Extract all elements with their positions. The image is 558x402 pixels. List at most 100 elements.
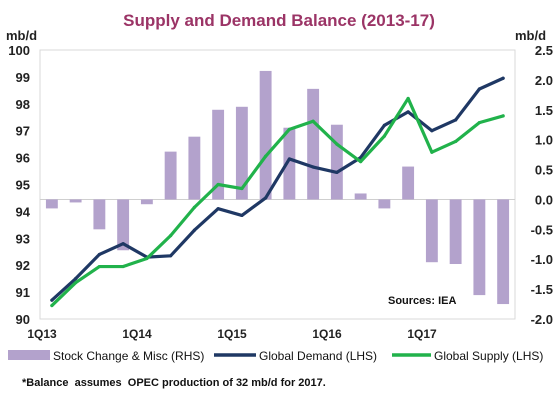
point-global-supply-lhs-3Q15 — [287, 127, 291, 131]
point-global-demand-lhs-2Q15 — [264, 196, 268, 200]
left-tick-97: 97 — [16, 124, 30, 139]
point-global-supply-lhs-2Q13 — [74, 281, 78, 285]
bar-3Q13 — [93, 199, 106, 230]
left-tick-94: 94 — [16, 204, 31, 219]
point-global-demand-lhs-4Q16 — [406, 110, 410, 114]
legend-label-global-supply: Global Supply (LHS) — [434, 349, 543, 363]
point-global-demand-lhs-3Q14 — [192, 228, 196, 232]
bar-2Q16 — [354, 193, 367, 200]
x-axis-ticks: 1Q13 1Q14 1Q15 1Q16 1Q17 — [27, 327, 437, 341]
right-tick--0.5: -0.5 — [531, 222, 553, 237]
line-series-group — [50, 76, 505, 308]
bar-3Q14 — [188, 136, 201, 200]
bar-1Q14 — [140, 199, 153, 205]
bar-2Q15 — [259, 70, 272, 200]
left-tick-98: 98 — [16, 97, 30, 112]
point-global-demand-lhs-2Q17 — [454, 118, 458, 122]
left-tick-93: 93 — [16, 231, 30, 246]
point-global-demand-lhs-1Q16 — [335, 170, 339, 174]
left-tick-99: 99 — [16, 70, 30, 85]
point-global-demand-lhs-3Q16 — [382, 123, 386, 127]
left-tick-100: 100 — [8, 43, 30, 58]
point-global-supply-lhs-4Q14 — [216, 182, 220, 187]
x-tick-1Q16: 1Q16 — [312, 327, 342, 341]
point-global-supply-lhs-1Q14 — [145, 256, 149, 261]
point-global-supply-lhs-1Q17 — [430, 150, 434, 154]
left-tick-95: 95 — [16, 178, 30, 193]
bar-2Q13 — [69, 199, 82, 203]
legend-label-stock-change: Stock Change & Misc (RHS) — [53, 349, 204, 363]
left-tick-90: 90 — [16, 312, 30, 327]
bar-1Q15 — [235, 106, 248, 200]
bar-1Q13 — [45, 199, 58, 209]
right-tick--1.5: -1.5 — [531, 282, 553, 297]
bar-2Q14 — [164, 151, 177, 200]
point-global-demand-lhs-4Q14 — [216, 207, 220, 211]
point-global-demand-lhs-4Q13 — [121, 242, 125, 246]
point-global-demand-lhs-2Q13 — [74, 277, 78, 281]
bar-1Q17 — [425, 199, 438, 263]
right-tick-2.5: 2.5 — [535, 43, 553, 58]
point-global-supply-lhs-4Q17 — [501, 114, 505, 118]
point-global-demand-lhs-4Q15 — [311, 165, 315, 169]
point-global-supply-lhs-4Q16 — [406, 96, 410, 101]
footnote: *Balance assumes OPEC production of 32 m… — [22, 377, 326, 389]
bar-3Q17 — [473, 199, 486, 296]
point-global-supply-lhs-4Q13 — [121, 264, 125, 269]
bar-4Q17 — [497, 199, 510, 305]
bar-1Q16 — [330, 124, 343, 200]
x-tick-1Q17: 1Q17 — [407, 327, 437, 341]
point-global-supply-lhs-3Q17 — [477, 121, 481, 125]
point-global-supply-lhs-3Q14 — [192, 205, 196, 209]
left-axis-unit: mb/d — [6, 28, 37, 43]
line-global-demand-lhs — [50, 76, 505, 302]
legend: Stock Change & Misc (RHS) Global Demand … — [8, 349, 543, 363]
right-tick-2.0: 2.0 — [535, 73, 553, 88]
x-tick-1Q15: 1Q15 — [217, 327, 247, 341]
bar-3Q15 — [283, 127, 296, 200]
bar-2Q17 — [449, 199, 462, 265]
right-tick-0.0: 0.0 — [535, 192, 553, 207]
plot-area — [39, 49, 516, 320]
bar-4Q16 — [402, 166, 415, 200]
right-tick--1.0: -1.0 — [531, 252, 553, 267]
bar-4Q14 — [212, 109, 225, 200]
point-global-supply-lhs-2Q15 — [264, 154, 268, 158]
right-tick-0.5: 0.5 — [535, 163, 553, 178]
point-global-supply-lhs-3Q13 — [97, 264, 101, 269]
point-global-demand-lhs-1Q15 — [240, 213, 244, 218]
point-global-supply-lhs-2Q17 — [454, 139, 458, 144]
bar-series-stock-change — [45, 70, 510, 305]
plot-frame — [39, 49, 516, 320]
right-tick-1.0: 1.0 — [535, 133, 553, 148]
point-global-demand-lhs-3Q15 — [287, 157, 291, 161]
right-axis-ticks: -2.0 -1.5 -1.0 -0.5 0.0 0.5 1.0 1.5 2.0 2.5 — [531, 43, 553, 327]
left-tick-92: 92 — [16, 258, 30, 273]
right-tick-1.5: 1.5 — [535, 103, 553, 118]
x-tick-1Q13: 1Q13 — [27, 327, 57, 341]
source-label: Sources: IEA — [388, 295, 457, 307]
bar-3Q16 — [378, 199, 391, 209]
point-global-demand-lhs-4Q17 — [501, 76, 505, 80]
right-tick--2.0: -2.0 — [531, 312, 553, 327]
point-global-supply-lhs-1Q15 — [240, 186, 244, 191]
legend-label-global-demand: Global Demand (LHS) — [259, 349, 377, 363]
left-tick-91: 91 — [16, 285, 30, 300]
point-global-supply-lhs-1Q16 — [335, 142, 339, 146]
point-global-supply-lhs-2Q16 — [359, 160, 363, 164]
bar-4Q15 — [307, 88, 320, 200]
point-global-demand-lhs-3Q13 — [97, 252, 101, 257]
bar-4Q13 — [117, 199, 130, 251]
point-global-supply-lhs-2Q14 — [169, 234, 173, 238]
point-global-demand-lhs-2Q14 — [169, 254, 173, 258]
x-tick-1Q14: 1Q14 — [122, 327, 152, 341]
point-global-demand-lhs-2Q16 — [359, 156, 363, 160]
point-global-demand-lhs-1Q17 — [430, 129, 434, 133]
point-global-demand-lhs-1Q13 — [50, 298, 54, 302]
line-global-supply-lhs — [50, 96, 505, 308]
point-global-demand-lhs-3Q17 — [477, 87, 481, 91]
chart-title: Supply and Demand Balance (2013-17) — [123, 11, 435, 30]
point-global-supply-lhs-1Q13 — [50, 303, 54, 308]
point-global-supply-lhs-4Q15 — [311, 119, 315, 123]
